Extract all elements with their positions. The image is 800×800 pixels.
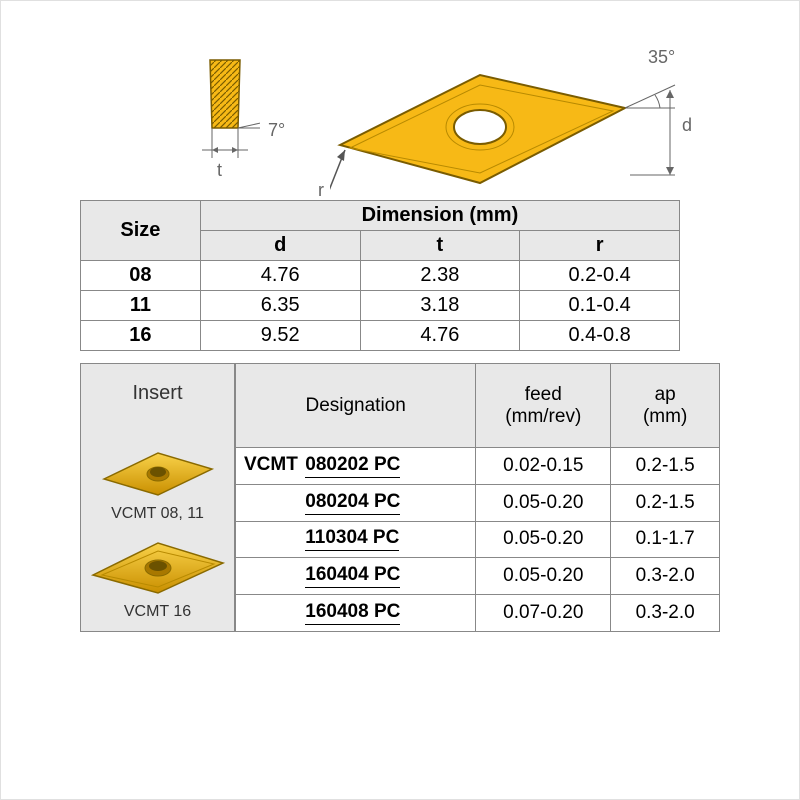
insert-caption-1: VCMT 08, 11 — [111, 505, 204, 523]
insert-small-icon — [98, 445, 218, 501]
th-d: d — [200, 231, 360, 261]
th-r: r — [520, 231, 680, 261]
table-row: 16 9.52 4.76 0.4-0.8 — [81, 321, 680, 351]
label-angle2: 35° — [648, 47, 675, 68]
table-row: 160404 PC 0.05-0.20 0.3-2.0 — [236, 558, 720, 595]
th-ap: ap (mm) — [611, 364, 720, 448]
label-d: d — [682, 115, 692, 136]
insert-large-icon — [88, 537, 228, 599]
table-row: 080204 PC 0.05-0.20 0.2-1.5 — [236, 484, 720, 521]
diagram-area: t 7° r 35° d — [120, 20, 720, 200]
insert-caption-2: VCMT 16 — [124, 603, 191, 621]
table-row: 08 4.76 2.38 0.2-0.4 — [81, 261, 680, 291]
designation-table: Designation feed (mm/rev) ap (mm) VCMT 0… — [235, 363, 720, 632]
label-r: r — [318, 180, 324, 201]
th-insert: Insert — [132, 364, 182, 445]
insert-column: Insert VCMT 08, 11 — [80, 363, 235, 632]
family-label: VCMT — [244, 454, 300, 476]
designation-table-wrap: Insert VCMT 08, 11 — [80, 363, 720, 632]
table-row: 160408 PC 0.07-0.20 0.3-2.0 — [236, 595, 720, 632]
label-t: t — [217, 160, 222, 181]
label-angle1: 7° — [268, 120, 285, 141]
table-row: 11 6.35 3.18 0.1-0.4 — [81, 291, 680, 321]
th-designation: Designation — [236, 364, 476, 448]
th-feed: feed (mm/rev) — [476, 364, 611, 448]
table-row: 110304 PC 0.05-0.20 0.1-1.7 — [236, 521, 720, 558]
dimension-table: Size Dimension (mm) d t r 08 4.76 2.38 0… — [80, 200, 680, 351]
table-row: VCMT 080202 PC 0.02-0.15 0.2-1.5 — [236, 448, 720, 485]
top-view-diagram — [330, 45, 690, 210]
side-view-diagram — [190, 50, 260, 180]
th-size: Size — [81, 201, 201, 261]
th-t: t — [360, 231, 520, 261]
